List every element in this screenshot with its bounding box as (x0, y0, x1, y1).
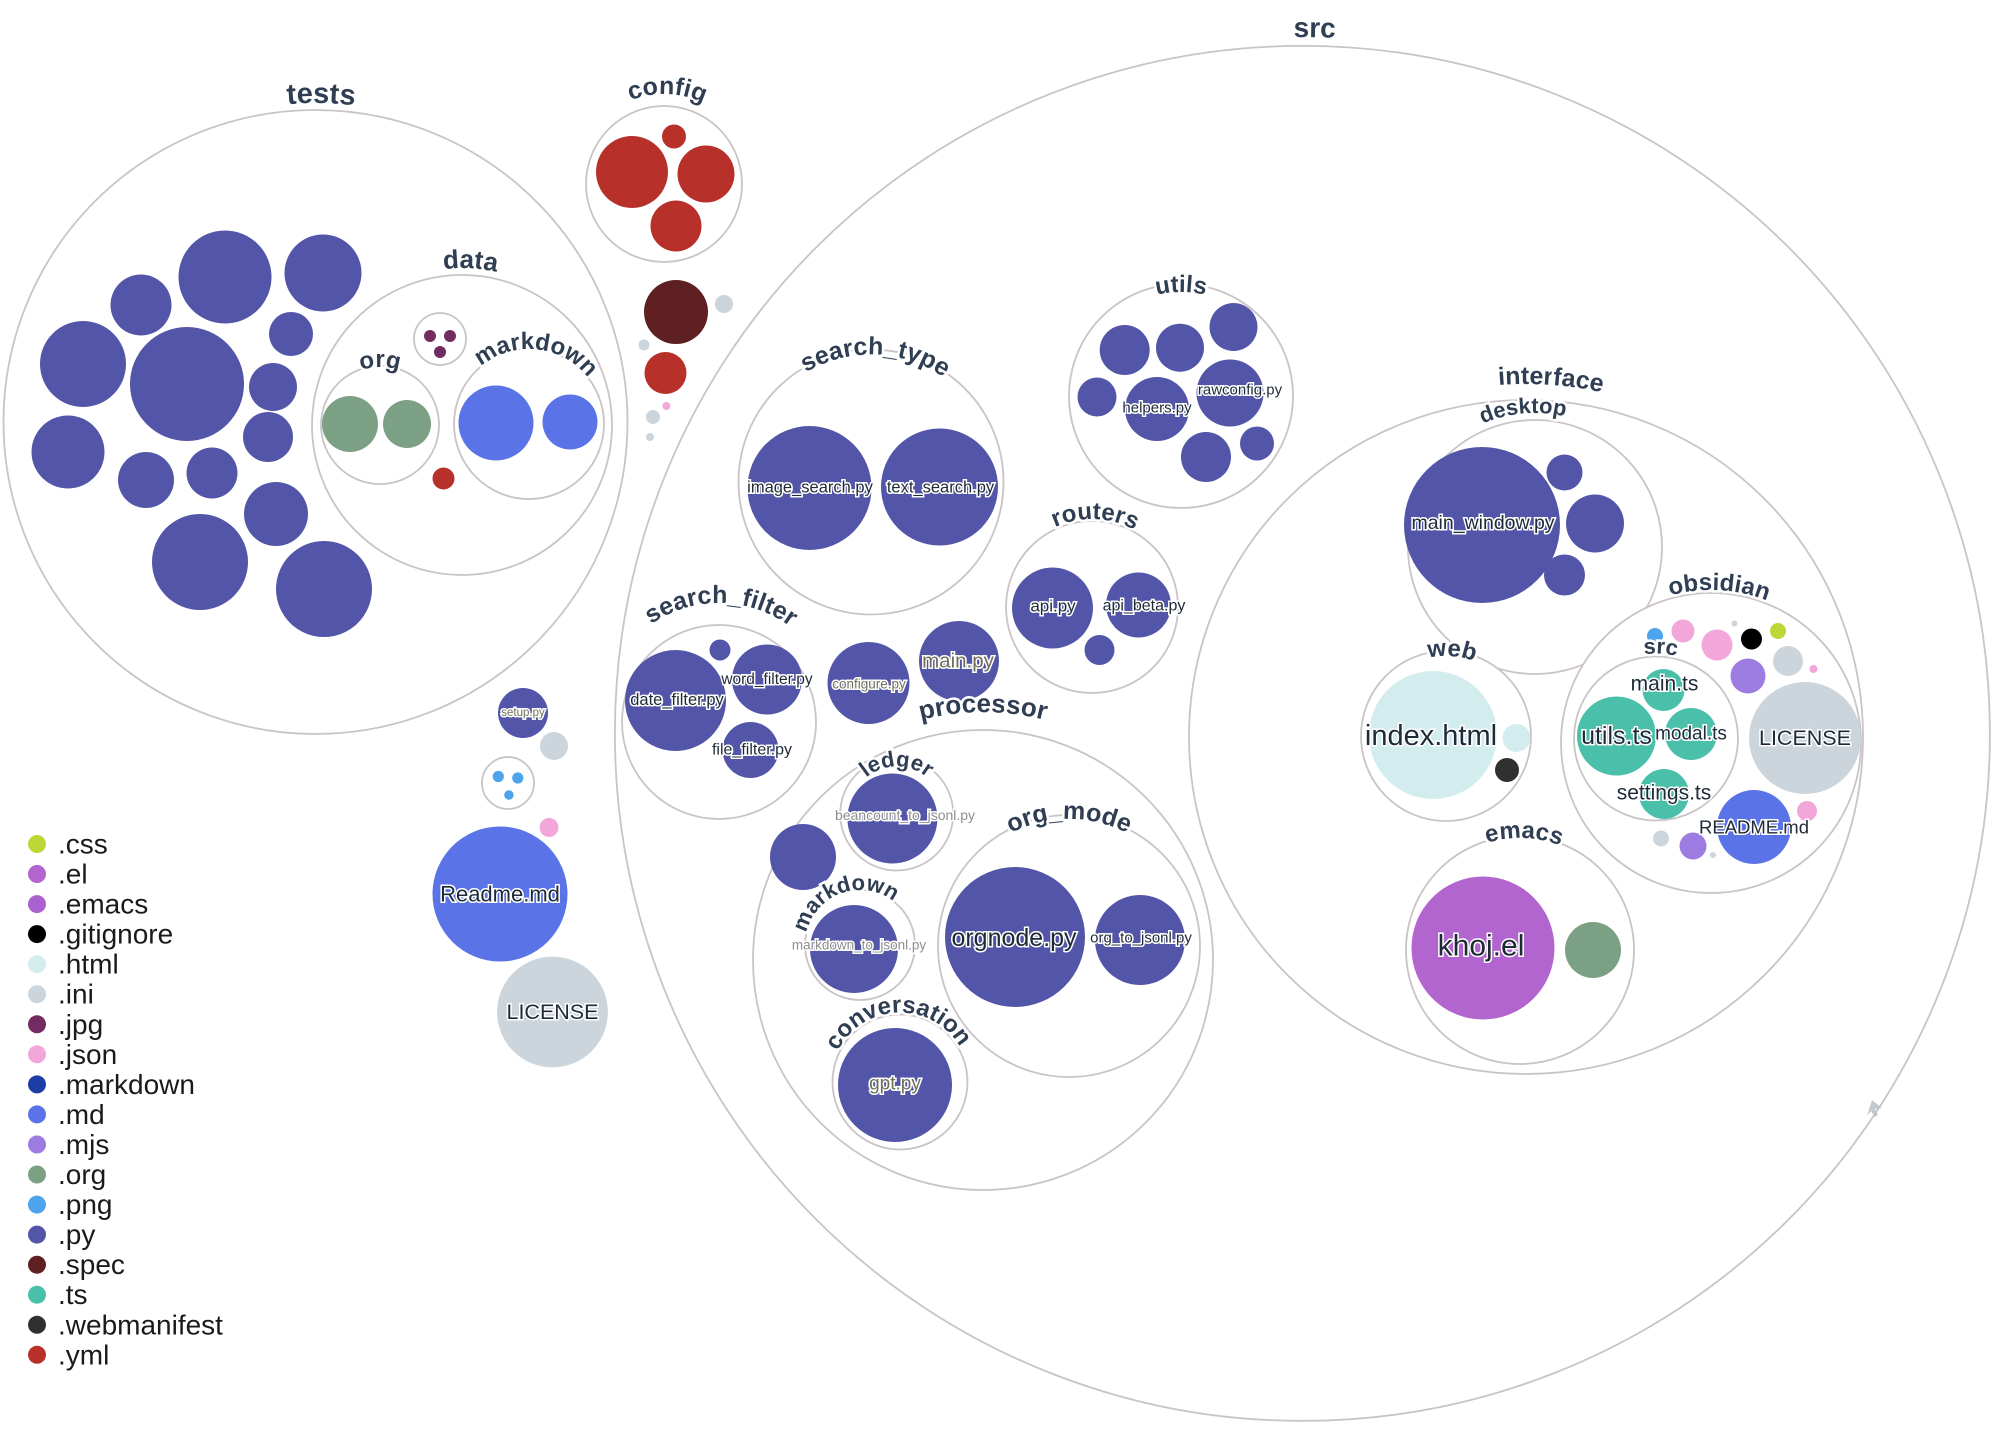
svg-text:src: src (1294, 12, 1337, 44)
svg-text:main.ts: main.ts (1631, 673, 1699, 696)
svg-text:LICENSE: LICENSE (506, 1000, 598, 1024)
svg-text:.yml: .yml (58, 1339, 109, 1370)
svg-text:main_window.py: main_window.py (1411, 512, 1554, 534)
svg-text:utils.ts: utils.ts (1581, 722, 1652, 750)
svg-text:word_filter.py: word_filter.py (720, 671, 813, 688)
svg-text:.css: .css (58, 829, 108, 860)
svg-text:main.py: main.py (922, 650, 995, 673)
svg-text:tests: tests (285, 78, 357, 112)
svg-text:beancount_to_jsonl.py: beancount_to_jsonl.py (835, 807, 975, 823)
svg-text:.png: .png (58, 1189, 113, 1220)
svg-text:.org: .org (58, 1159, 106, 1190)
svg-text:.el: .el (58, 859, 88, 890)
svg-text:README.md: README.md (1699, 817, 1809, 838)
svg-text:settings.ts: settings.ts (1617, 782, 1712, 805)
svg-text:configure.py: configure.py (832, 677, 906, 692)
svg-text:helpers.py: helpers.py (1122, 400, 1192, 417)
svg-text:src: src (1643, 633, 1681, 660)
svg-text:.ts: .ts (58, 1279, 88, 1310)
svg-text:.gitignore: .gitignore (58, 919, 173, 950)
svg-text:.md: .md (58, 1099, 105, 1130)
svg-text:processor: processor (916, 688, 1051, 726)
svg-text:.jpg: .jpg (58, 1009, 103, 1040)
svg-text:.webmanifest: .webmanifest (58, 1309, 223, 1340)
svg-text:.mjs: .mjs (58, 1129, 109, 1160)
svg-text:setup.py: setup.py (501, 707, 545, 719)
svg-text:.json: .json (58, 1039, 117, 1070)
svg-text:date_filter.py: date_filter.py (630, 691, 724, 709)
svg-text:api.py: api.py (1030, 597, 1076, 616)
svg-text:web: web (1425, 635, 1480, 667)
svg-text:.emacs: .emacs (58, 889, 148, 920)
svg-text:LICENSE: LICENSE (1759, 726, 1851, 750)
svg-text:.html: .html (58, 949, 119, 980)
svg-text:khoj.el: khoj.el (1438, 930, 1525, 963)
svg-text:.spec: .spec (58, 1249, 125, 1280)
svg-text:.py: .py (58, 1219, 95, 1250)
svg-text:orgnode.py: orgnode.py (951, 924, 1077, 952)
svg-text:utils: utils (1153, 271, 1209, 301)
svg-text:modal.ts: modal.ts (1655, 724, 1727, 745)
svg-text:api_beta.py: api_beta.py (1103, 598, 1186, 615)
svg-text:image_search.py: image_search.py (747, 479, 873, 497)
svg-text:rawconfig.py: rawconfig.py (1198, 382, 1283, 399)
svg-text:file_filter.py: file_filter.py (712, 742, 792, 759)
svg-text:data: data (442, 244, 501, 278)
svg-text:text_search.py: text_search.py (887, 479, 995, 497)
svg-text:org: org (357, 346, 404, 376)
svg-text:markdown_to_jsonl.py: markdown_to_jsonl.py (792, 938, 927, 953)
svg-text:Readme.md: Readme.md (440, 882, 560, 907)
svg-text:org_to_jsonl.py: org_to_jsonl.py (1090, 930, 1192, 947)
svg-text:.ini: .ini (58, 979, 94, 1010)
svg-text:index.html: index.html (1365, 720, 1497, 752)
svg-text:.markdown: .markdown (58, 1069, 195, 1100)
svg-text:gpt.py: gpt.py (869, 1074, 921, 1095)
